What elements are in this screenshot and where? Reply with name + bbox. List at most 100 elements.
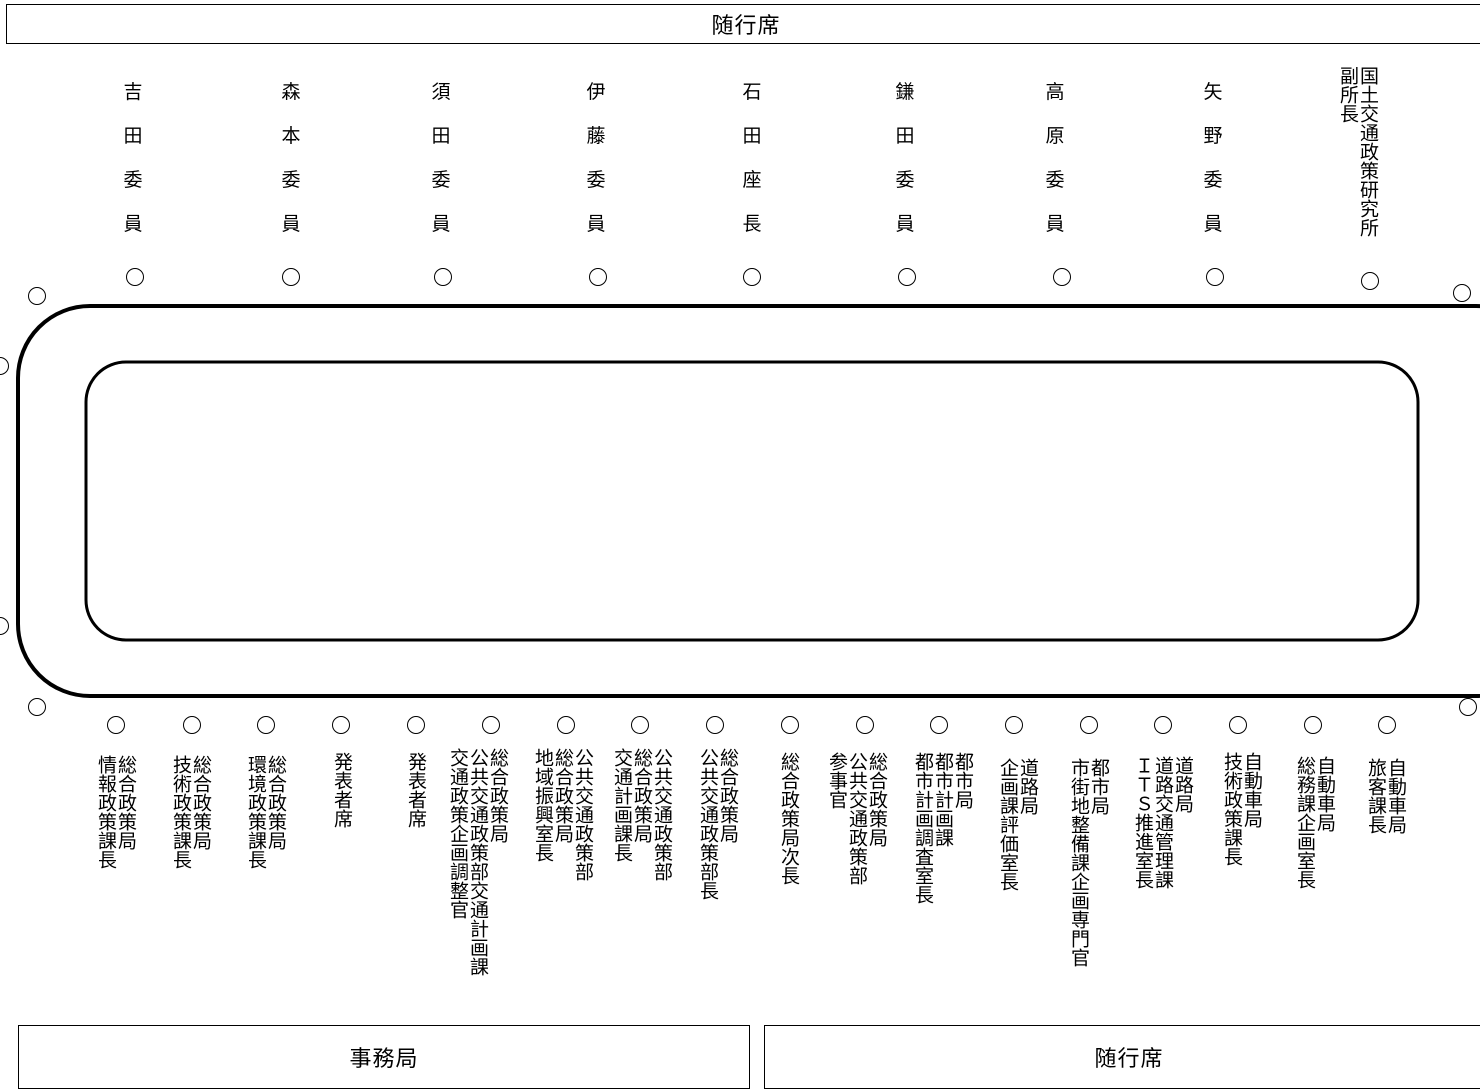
member-name-8: 矢野委員 [1203,81,1223,235]
secretariat-title: 事務局 [349,1047,419,1072]
bottom-label-10: 総合政策局次長 [778,752,800,885]
label-line: 情報政策課長 [95,755,117,869]
label-line: 公共交通政策部交通計画課 [467,748,489,976]
seat-marker [1053,268,1071,286]
seat-marker [1453,284,1471,302]
bottom-label-12: 都市局 都市計画課 都市計画調査室長 [912,752,974,904]
seat-marker [257,716,275,734]
chair-name: 石田座長 [742,81,762,235]
seat-marker [407,716,425,734]
label-line: 総務課企画室長 [1294,756,1316,889]
seat-marker [1229,716,1247,734]
seat-marker [856,716,874,734]
bottom-label-17: 自動車局 総務課企画室長 [1294,756,1336,889]
bottom-label-11: 総合政策局 公共交通政策部 参事官 [826,752,888,885]
seat-marker [1361,272,1379,290]
top-right-label: 国土交通政策研究所 副所長 [1337,66,1379,237]
seat-marker [1459,698,1477,716]
seat-marker [1206,268,1224,286]
header-box: 随行席 [6,4,1480,44]
seat-marker [1304,716,1322,734]
member-name-1: 吉田委員 [123,81,143,235]
seat-marker [1154,716,1172,734]
label-line: 公共交通政策部 [846,752,868,885]
seat-marker [107,716,125,734]
bottom-label-1: 総合政策局 情報政策課長 [95,755,137,869]
seat-marker [482,716,500,734]
label-line: 道路局 [1172,756,1194,813]
seat-marker [183,716,201,734]
label-line: ＩＴＳ推進室長 [1132,756,1154,889]
seat-marker [930,716,948,734]
bottom-label-9: 総合政策局 公共交通政策部長 [697,748,739,900]
seat-marker [743,268,761,286]
label-line: 総合政策局 [265,755,287,850]
table-inner-border [84,360,1420,642]
label-line: 都市計画課 [932,752,954,847]
label-line: 技術政策課長 [170,755,192,869]
member-name-6: 鎌田委員 [895,81,915,235]
seat-marker [434,268,452,286]
label-line: 公共交通政策部長 [697,748,719,900]
bottom-label-7: 公共交通政策部 総合政策局 地域振興室長 [532,748,594,881]
label-line: 環境政策課長 [245,755,267,869]
label-line: 市街地整備課企画専門官 [1068,758,1090,967]
bottom-label-8: 公共交通政策部 総合政策局 交通計画課長 [611,748,673,881]
seat-marker [28,698,46,716]
label-line: 自動車局 [1385,758,1407,834]
label-line: 自動車局 [1241,752,1263,828]
label-line: 都市局 [952,752,974,809]
bottom-label-16: 自動車局 技術政策課長 [1221,752,1263,866]
label-line: 参事官 [826,752,848,809]
label-line: 交通政策企画調整官 [447,748,469,919]
bottom-label-5: 発表者席 [405,752,427,828]
top-right-line-2: 副所長 [1337,66,1359,123]
label-line: 総合政策局 [552,748,574,843]
seat-marker [282,268,300,286]
label-line: 総合政策局 [717,748,739,843]
attendant-seat-title: 随行席 [1094,1047,1164,1072]
seat-marker [126,268,144,286]
attendant-seat-box: 随行席 [764,1025,1480,1089]
member-name-4: 伊藤委員 [586,81,606,235]
label-line: 自動車局 [1314,756,1336,832]
seat-marker [1005,716,1023,734]
label-line: 交通計画課長 [611,748,633,862]
label-line: 旅客課長 [1365,758,1387,834]
label-line: 企画課評価室長 [997,758,1019,891]
secretariat-box: 事務局 [18,1025,750,1089]
label-line: 発表者席 [405,752,427,828]
bottom-label-18: 自動車局 旅客課長 [1365,758,1407,834]
top-right-line-1: 国土交通政策研究所 [1357,66,1379,237]
header-title: 随行席 [711,14,781,39]
label-line: 道路交通管理課 [1152,756,1174,889]
label-line: 総合政策局 [866,752,888,847]
label-line: 総合政策局 [190,755,212,850]
seat-marker [28,287,46,305]
label-line: 総合政策局 [115,755,137,850]
label-line: 総合政策局 [631,748,653,843]
bottom-label-4: 発表者席 [331,752,353,828]
label-line: 公共交通政策部 [651,748,673,881]
label-line: 技術政策課長 [1221,752,1243,866]
label-line: 都市計画調査室長 [912,752,934,904]
label-line: 道路局 [1017,758,1039,815]
bottom-label-14: 都市局 市街地整備課企画専門官 [1068,758,1110,967]
table-outer-border [16,304,1480,698]
seat-marker [898,268,916,286]
label-line: 地域振興室長 [532,748,554,862]
bottom-label-3: 総合政策局 環境政策課長 [245,755,287,869]
seat-marker [332,716,350,734]
label-line: 発表者席 [331,752,353,828]
seat-marker [706,716,724,734]
seat-marker [557,716,575,734]
bottom-label-6: 総合政策局 公共交通政策部交通計画課 交通政策企画調整官 [447,748,509,976]
member-name-7: 高原委員 [1045,81,1065,235]
label-line: 都市局 [1088,758,1110,815]
label-line: 総合政策局 [487,748,509,843]
seat-marker [589,268,607,286]
member-name-3: 須田委員 [431,81,451,235]
label-line: 公共交通政策部 [572,748,594,881]
member-name-2: 森本委員 [281,81,301,235]
